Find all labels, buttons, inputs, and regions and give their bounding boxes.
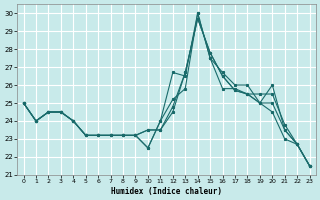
X-axis label: Humidex (Indice chaleur): Humidex (Indice chaleur) bbox=[111, 187, 222, 196]
